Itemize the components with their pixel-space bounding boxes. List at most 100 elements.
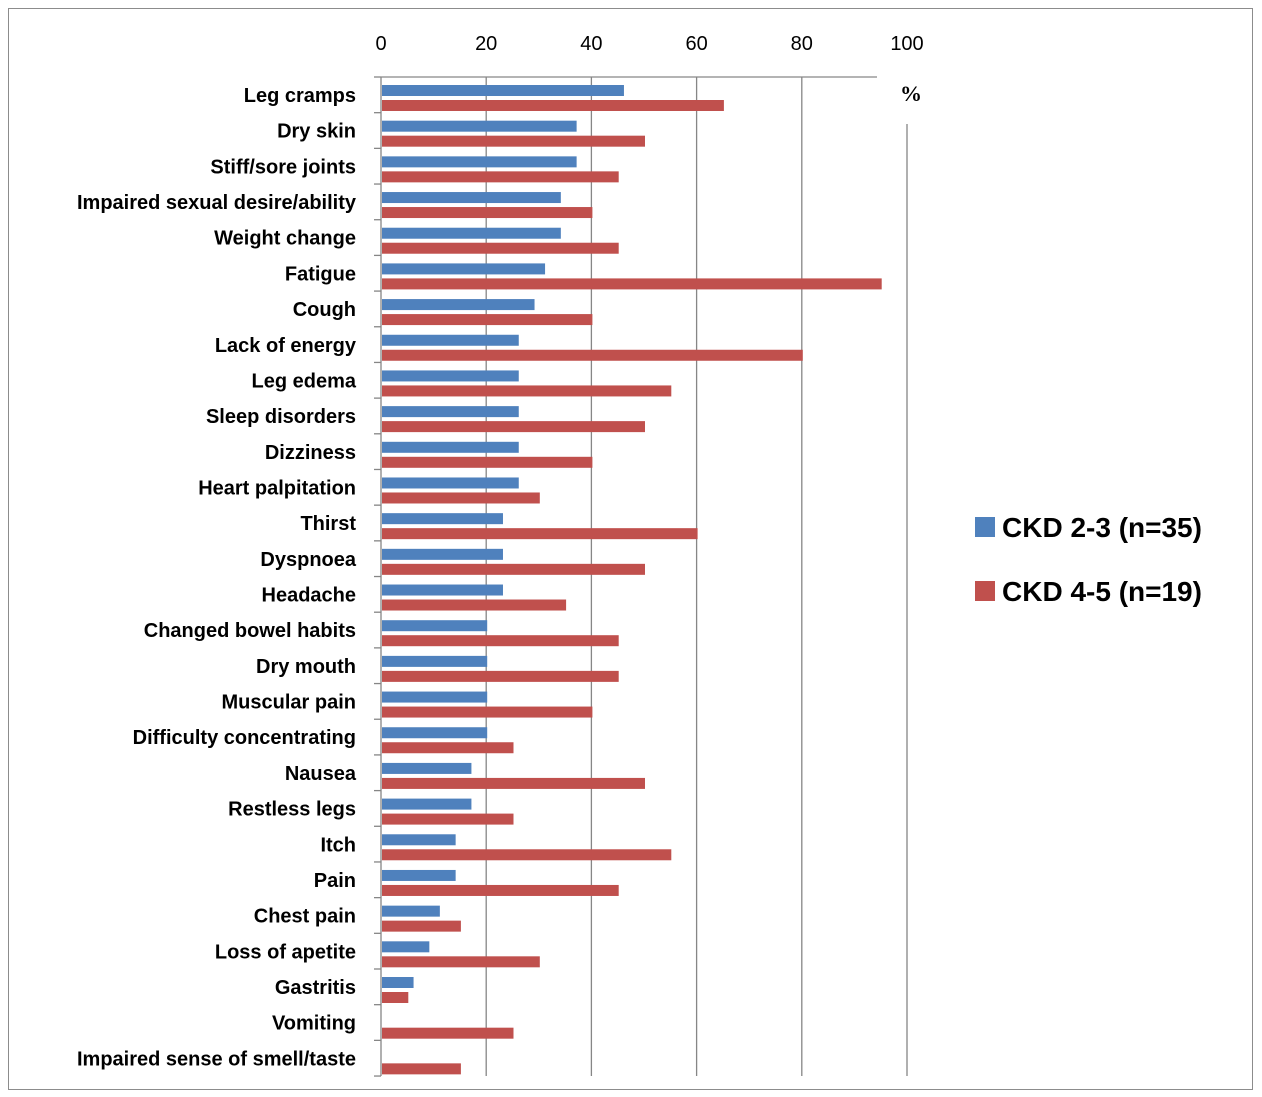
bar-ckd-4-5 (382, 813, 514, 825)
category-label: Leg cramps (244, 85, 356, 107)
bar-ckd-4-5 (382, 992, 409, 1003)
bar-ckd-2-3 (382, 727, 488, 739)
category-label: Difficulty concentrating (133, 727, 356, 749)
bar-ckd-2-3 (382, 941, 430, 953)
bar-ckd-2-3 (382, 120, 577, 132)
bar-ckd-4-5 (382, 528, 698, 540)
x-tick-label: 20 (475, 33, 497, 55)
category-label: Fatigue (285, 263, 356, 285)
bar-ckd-4-5 (382, 100, 724, 111)
category-label: Dry skin (277, 121, 356, 143)
legend: CKD 2-3 (n=35) CKD 4-5 (n=19) (975, 512, 1202, 607)
category-label: Itch (320, 834, 356, 856)
category-label: Dry mouth (256, 656, 356, 678)
bar-ckd-4-5 (382, 1063, 461, 1075)
bar-ckd-4-5 (382, 314, 593, 326)
category-label: Nausea (285, 763, 357, 785)
bar-ckd-2-3 (382, 905, 440, 917)
gridlines (485, 77, 908, 1077)
category-label: Stiff/sore joints (210, 156, 356, 178)
bar-ckd-4-5 (382, 421, 645, 433)
bar-ckd-2-3 (382, 548, 503, 560)
category-label: Restless legs (228, 799, 356, 821)
bar-ckd-2-3 (382, 334, 519, 346)
bar-ckd-4-5 (382, 492, 540, 504)
bar-ckd-2-3 (382, 620, 488, 632)
category-label: Impaired sexual desire/ability (77, 192, 357, 214)
category-label: Weight change (214, 228, 356, 250)
bar-ckd-4-5 (382, 635, 619, 647)
bar-ckd-4-5 (382, 849, 672, 861)
category-labels: Leg cramps Dry skin Stiff/sore joints Impai… (77, 85, 357, 1070)
category-label: Cough (293, 299, 356, 321)
category-label: Changed bowel habits (144, 620, 356, 642)
bar-ckd-4-5 (382, 135, 645, 147)
x-tick-label: 40 (580, 33, 602, 55)
bar-ckd-2-3 (382, 834, 456, 846)
bar-ckd-4-5 (382, 884, 619, 896)
category-label: Leg edema (252, 370, 357, 392)
x-unit-label: % (900, 81, 922, 106)
x-tick-label: 100 (890, 33, 923, 55)
category-label: Dyspnoea (260, 549, 356, 571)
bar-ckd-2-3 (382, 156, 577, 168)
bar-ckd-2-3 (382, 762, 472, 774)
bar-ckd-2-3 (382, 370, 519, 382)
bar-ckd-2-3 (382, 406, 519, 418)
bar-ckd-4-5 (382, 742, 514, 754)
bar-ckd-2-3 (382, 263, 546, 275)
bar-ckd-4-5 (382, 456, 593, 468)
category-label: Sleep disorders (206, 406, 356, 428)
bar-ckd-4-5 (382, 563, 645, 575)
bars (382, 85, 882, 1075)
x-tick-label: 0 (375, 33, 386, 55)
category-label: Muscular pain (222, 692, 356, 714)
category-label: Impaired sense of smell/taste (77, 1048, 356, 1070)
bar-ckd-2-3 (382, 192, 561, 204)
legend-swatch-ckd-2-3 (975, 517, 995, 537)
bar-ckd-2-3 (382, 299, 535, 311)
legend-label-ckd-2-3: CKD 2-3 (n=35) (1002, 512, 1202, 543)
category-label: Lack of energy (215, 335, 357, 357)
bar-ckd-4-5 (382, 278, 882, 290)
bar-ckd-2-3 (382, 227, 561, 239)
category-label: Pain (314, 870, 356, 892)
category-label: Chest pain (254, 906, 356, 928)
x-axis-ticks: 0 20 40 60 80 100 (375, 33, 923, 55)
category-label: Dizziness (265, 442, 356, 464)
bar-ckd-2-3 (382, 85, 624, 96)
bar-ckd-4-5 (382, 920, 461, 932)
x-tick-label: 60 (685, 33, 707, 55)
legend-label-ckd-4-5: CKD 4-5 (n=19) (1002, 576, 1202, 607)
category-label: Headache (262, 585, 357, 607)
bar-ckd-2-3 (382, 477, 519, 489)
bar-ckd-4-5 (382, 706, 593, 718)
bar-ckd-4-5 (382, 1027, 514, 1039)
bar-ckd-2-3 (382, 869, 456, 881)
category-label: Thirst (300, 513, 356, 535)
bar-ckd-2-3 (382, 655, 488, 667)
bar-ckd-2-3 (382, 513, 503, 525)
category-label: Loss of apetite (215, 941, 356, 963)
bar-ckd-2-3 (382, 441, 519, 453)
bar-ckd-2-3 (382, 798, 472, 810)
legend-swatch-ckd-4-5 (975, 581, 995, 601)
chart-frame (8, 8, 1253, 1090)
bar-ckd-4-5 (382, 385, 672, 397)
bar-ckd-4-5 (382, 171, 619, 183)
bar-ckd-2-3 (382, 584, 503, 596)
category-label: Vomiting (272, 1013, 356, 1035)
category-axis (374, 76, 877, 1077)
bar-ckd-2-3 (382, 691, 488, 703)
x-tick-label: 80 (791, 33, 813, 55)
category-label: Heart palpitation (198, 477, 356, 499)
bar-ckd-4-5 (382, 777, 645, 789)
category-label: Gastritis (275, 977, 356, 999)
bar-ckd-4-5 (382, 349, 803, 361)
bar-ckd-4-5 (382, 599, 567, 611)
bar-ckd-2-3 (382, 977, 414, 988)
bar-ckd-4-5 (382, 242, 619, 254)
bar-ckd-4-5 (382, 670, 619, 682)
bar-ckd-4-5 (382, 956, 540, 968)
